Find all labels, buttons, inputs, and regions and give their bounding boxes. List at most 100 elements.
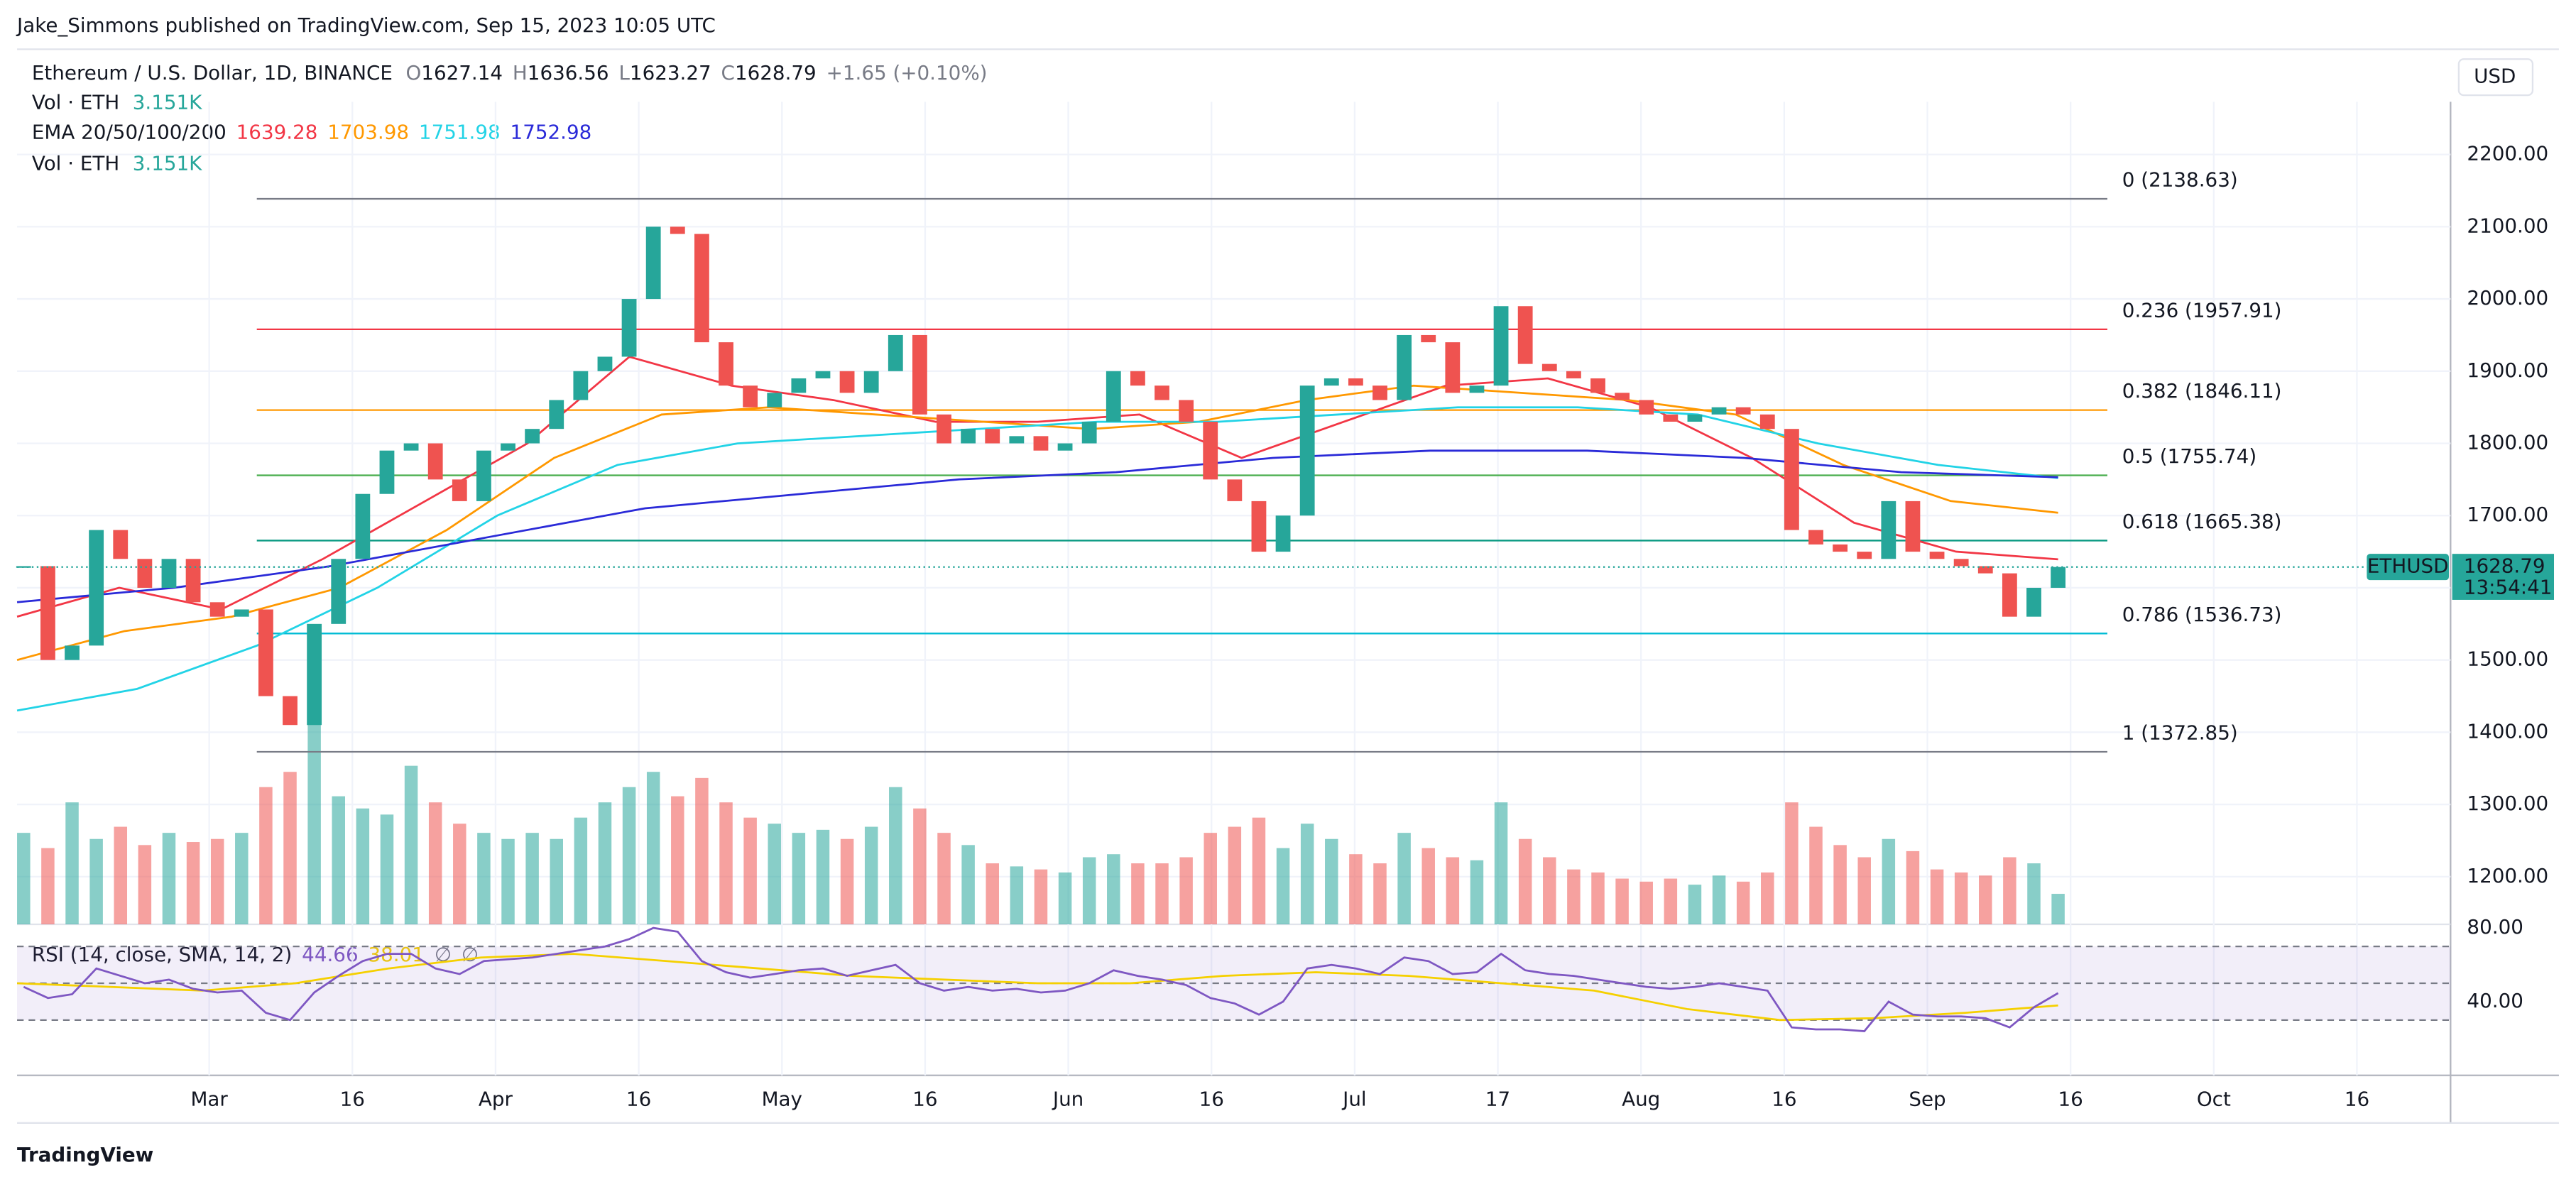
candle (1348, 378, 1363, 386)
volume-bar (1155, 863, 1169, 924)
fib-label: 0.236 (1957.91) (2122, 298, 2282, 322)
ema-line (16, 449, 2058, 603)
volume-bar (671, 796, 684, 924)
volume-bar (307, 711, 321, 924)
volume-bar (1204, 833, 1217, 924)
volume-bar (453, 824, 466, 924)
volume-bar (477, 833, 491, 924)
rsi-line (23, 926, 2059, 1032)
volume-bar (1688, 885, 1702, 924)
symbol-title: Ethereum / U.S. Dollar, 1D, BINANCE (32, 61, 393, 84)
candle (1106, 371, 1121, 422)
candle (234, 609, 249, 617)
candle (1711, 407, 1727, 415)
candle (985, 429, 1000, 444)
volume-bar (1930, 869, 1944, 924)
candle (1808, 530, 1823, 545)
currency-button[interactable] (2457, 58, 2534, 97)
candle (767, 393, 782, 407)
ohlc-value: 1628.79 (735, 61, 817, 84)
volume-bar (1639, 881, 1653, 924)
rsi-tick-label: 40.00 (2467, 989, 2523, 1012)
candle (65, 645, 80, 660)
candle (1833, 544, 1848, 552)
volume-bar (1954, 872, 1968, 924)
volume-bar (646, 772, 660, 924)
candle (476, 450, 491, 501)
candle (863, 371, 879, 393)
symbol-tag (2367, 554, 2449, 581)
candle (888, 334, 903, 371)
candle (839, 371, 855, 393)
volume-bar (768, 824, 781, 924)
volume-bar (622, 787, 636, 924)
candle (307, 623, 322, 726)
ema-value: 1752.98 (511, 120, 592, 143)
fib-label: 0.382 (1846.11) (2122, 379, 2282, 403)
volume-bar (961, 845, 975, 924)
x-tick-label: 16 (2345, 1087, 2369, 1110)
candle (501, 443, 515, 451)
candle (185, 559, 201, 603)
volume-bar (913, 808, 927, 924)
candle (1905, 500, 1921, 552)
candle (694, 234, 709, 343)
candle (1130, 371, 1145, 386)
volume-bar (574, 817, 588, 924)
volume-bar (695, 777, 709, 924)
candle (355, 493, 371, 559)
volume-bar (1567, 869, 1581, 924)
candle (1033, 436, 1049, 451)
volume-bar (1785, 802, 1799, 924)
footer-logo: TradingView (17, 1143, 153, 1166)
candle (961, 429, 976, 444)
currency[interactable]: USD (2474, 65, 2516, 88)
candle (2051, 567, 2066, 588)
candle (815, 371, 831, 378)
fib-label: 0.618 (1665.38) (2122, 510, 2282, 533)
candle (525, 429, 540, 444)
candle (452, 479, 467, 501)
volume-bar (380, 814, 394, 924)
change: +1.65 (+0.10%) (826, 61, 988, 84)
rsi-band (17, 946, 2451, 1020)
volume-bar (186, 842, 200, 924)
volume-bar (792, 833, 806, 924)
rsi-tick-label: 80.00 (2467, 915, 2523, 939)
volume-bar (1058, 872, 1072, 924)
fib-label: 0.786 (1536.73) (2122, 603, 2282, 626)
volume-bar (2003, 857, 2016, 924)
volume-bar (550, 838, 563, 924)
last-price-text: 1628.79 (2464, 554, 2545, 578)
symbol-line: Ethereum / U.S. Dollar, 1D, BINANCE O1627… (32, 61, 988, 84)
ema-value: 1703.98 (327, 120, 409, 143)
volume-bar (1494, 802, 1508, 924)
volume-bar (743, 817, 757, 924)
candle (1227, 479, 1243, 501)
volume-bar (1591, 872, 1605, 924)
volume-bar (1882, 838, 1896, 924)
volume-bar (1906, 850, 1920, 924)
volume-bar (235, 833, 249, 924)
volume-bar (719, 802, 733, 924)
candle (549, 400, 564, 430)
volume-bar (65, 802, 79, 924)
candle (137, 559, 153, 588)
candle (1179, 400, 1194, 422)
x-tick-label: 17 (1485, 1087, 1510, 1110)
volume-bar (1833, 845, 1847, 924)
volume-bar (1761, 872, 1774, 924)
ohlc-value: 1636.56 (528, 61, 609, 84)
volume-bar (1397, 833, 1411, 924)
ohlc-value: 1627.14 (421, 61, 503, 84)
x-tick-label: May (762, 1087, 802, 1110)
ohlc-value: 1623.27 (630, 61, 711, 84)
ema-value: 1639.28 (236, 120, 318, 143)
candle (621, 299, 637, 357)
volume-bar (1349, 854, 1363, 924)
volume-bar (937, 833, 951, 924)
x-tick-label: Jul (1341, 1087, 1366, 1110)
volume-bar (1179, 857, 1193, 924)
candle (937, 414, 951, 444)
